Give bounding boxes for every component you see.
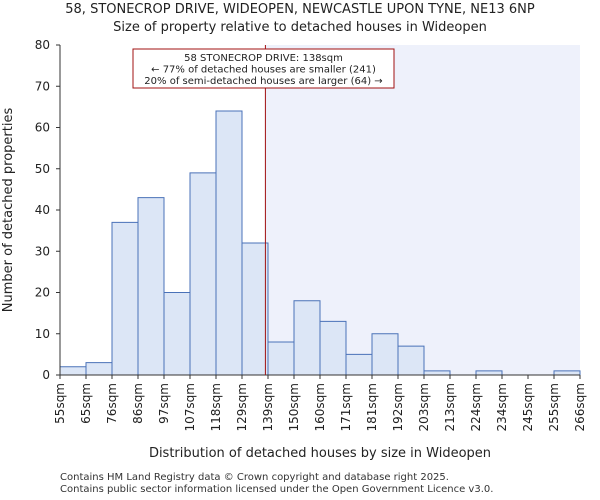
- bar: [319, 320, 347, 376]
- annotation-line: 58 STONECROP DRIVE: 138sqm: [184, 53, 343, 64]
- x-tick-label: 266sqm: [573, 383, 587, 431]
- bar: [241, 242, 269, 376]
- y-tick-label: 40: [35, 203, 50, 217]
- x-tick-label: 234sqm: [495, 383, 509, 431]
- bar: [397, 345, 425, 376]
- annotation-box: [132, 48, 395, 89]
- x-tick-label: 245sqm: [521, 383, 535, 431]
- bar: [423, 370, 451, 376]
- x-tick-label: 171sqm: [339, 383, 353, 431]
- x-tick-label: 224sqm: [469, 383, 483, 431]
- x-tick-label: 139sqm: [261, 383, 275, 431]
- y-tick-label: 20: [35, 286, 50, 300]
- x-tick-label: 160sqm: [313, 383, 327, 431]
- x-tick-label: 65sqm: [79, 383, 93, 424]
- x-tick-label: 150sqm: [287, 383, 301, 431]
- y-tick-label: 30: [35, 244, 50, 258]
- x-tick-label: 86sqm: [131, 383, 145, 424]
- annotation-line: ← 77% of detached houses are smaller (24…: [151, 65, 376, 76]
- x-tick-label: 255sqm: [547, 383, 561, 431]
- bar: [345, 353, 373, 376]
- x-tick-label: 76sqm: [105, 383, 119, 424]
- x-tick-label: 97sqm: [157, 383, 171, 424]
- bar: [553, 370, 581, 376]
- x-tick-label: 181sqm: [365, 383, 379, 431]
- x-tick-label: 203sqm: [417, 383, 431, 431]
- chart-subtitle: Size of property relative to detached ho…: [113, 20, 487, 35]
- footer-licence: Contains public sector information licen…: [60, 484, 494, 495]
- bar: [137, 197, 165, 376]
- bar: [267, 341, 295, 376]
- y-tick-label: 80: [35, 38, 50, 52]
- bar: [293, 300, 321, 376]
- bar: [189, 172, 217, 376]
- x-tick-label: 213sqm: [443, 383, 457, 431]
- y-tick-label: 50: [35, 162, 50, 176]
- annotation-line: 20% of semi-detached houses are larger (…: [144, 76, 382, 87]
- x-tick-label: 107sqm: [183, 383, 197, 431]
- bar: [475, 370, 503, 376]
- histogram-chart: 0 10 20 30 40 50 60 70 80 55sqm 65sqm 76sqm 86sqm 97s…: [1, 38, 587, 461]
- bar: [163, 292, 191, 376]
- x-tick-label: 118sqm: [209, 383, 223, 431]
- x-tick-label: 192sqm: [391, 383, 405, 431]
- chart-title: 58, STONECROP DRIVE, WIDEOPEN, NEWCASTLE…: [65, 2, 535, 17]
- x-tick-label: 55sqm: [53, 383, 67, 424]
- bar: [85, 362, 113, 376]
- x-axis-label: Distribution of detached houses by size …: [149, 446, 491, 461]
- y-tick-label: 10: [35, 327, 50, 341]
- x-tick-label: 129sqm: [235, 383, 249, 431]
- y-tick-label: 70: [35, 79, 50, 93]
- bar: [59, 366, 87, 376]
- y-tick-label: 60: [35, 121, 50, 135]
- y-tick-label: 0: [42, 368, 50, 382]
- bar: [215, 110, 243, 376]
- footer-copyright: Contains HM Land Registry data © Crown c…: [60, 472, 449, 483]
- bar: [111, 221, 139, 376]
- bar: [371, 333, 399, 376]
- y-axis-label: Number of detached properties: [1, 108, 16, 313]
